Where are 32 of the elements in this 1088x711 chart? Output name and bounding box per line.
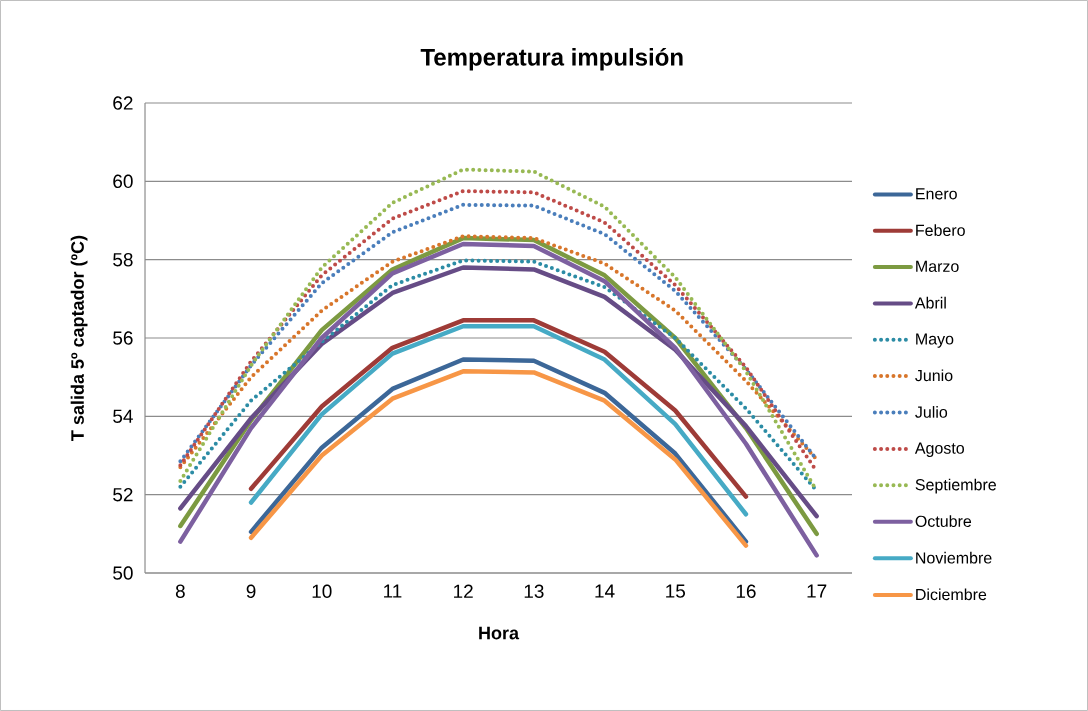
- legend-label: Marzo: [916, 260, 959, 272]
- y-tick-label: 56: [113, 331, 133, 345]
- y-tick-label: 54: [113, 409, 133, 423]
- legend-label: Mayo: [916, 333, 954, 348]
- x-tick-label: 12: [454, 584, 473, 598]
- x-tick-label: 11: [384, 584, 402, 598]
- legend-label: Enero: [916, 188, 957, 200]
- y-tick-label: 62: [113, 96, 133, 110]
- legend-label: Abril: [914, 296, 946, 309]
- legend-label: Julio: [915, 406, 948, 418]
- legend-label: Febero: [916, 224, 965, 236]
- x-tick-label: 17: [807, 584, 827, 598]
- x-axis-title: Hora: [479, 626, 520, 640]
- y-axis-title: T salida 5º captador (ºC): [70, 235, 88, 441]
- x-tick-label: 8: [175, 584, 185, 598]
- x-tick-label: 9: [246, 584, 256, 598]
- legend-label: Diciembre: [916, 588, 987, 601]
- y-tick-label: 60: [113, 174, 133, 189]
- legend-label: Octubre: [915, 515, 972, 527]
- y-tick-label: 58: [113, 252, 133, 267]
- legend-label: Junio: [915, 369, 953, 382]
- y-tick-label: 52: [113, 487, 133, 502]
- chart-title: Temperatura impulsión: [420, 47, 683, 71]
- x-tick-label: 14: [595, 584, 615, 598]
- legend-label: Agosto: [914, 442, 964, 457]
- x-tick-label: 15: [666, 584, 686, 598]
- x-tick-label: 13: [524, 584, 544, 598]
- legend-label: Noviembre: [916, 551, 992, 564]
- y-tick-label: 50: [113, 566, 133, 580]
- x-tick-label: 10: [312, 584, 332, 598]
- legend-label: Septiembre: [915, 478, 996, 494]
- x-tick-label: 16: [736, 584, 756, 598]
